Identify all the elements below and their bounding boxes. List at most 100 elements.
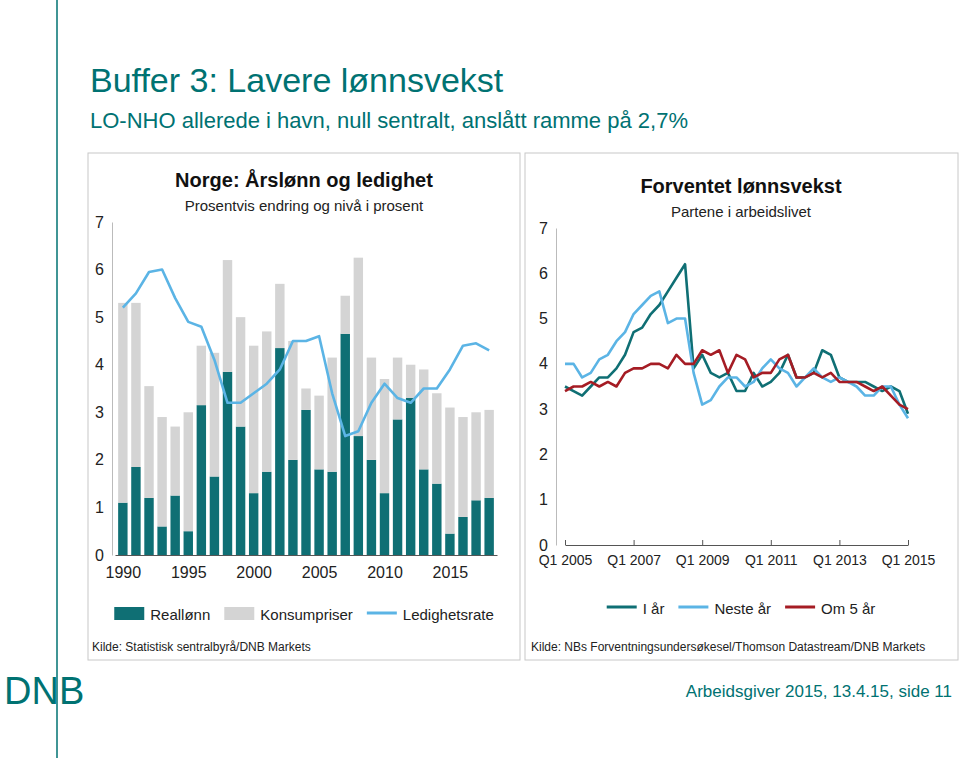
bar bbox=[170, 427, 179, 496]
legend-swatch bbox=[678, 606, 708, 609]
tick: 5 bbox=[539, 310, 556, 327]
legend: I år Neste år Om 5 år bbox=[607, 600, 876, 617]
slide-subtitle: LO-NHO allerede i havn, null sentralt, a… bbox=[90, 108, 688, 133]
chart-subtitle: Partene i arbeidslivet bbox=[671, 203, 812, 220]
tick-label: 1 bbox=[95, 499, 104, 516]
line bbox=[565, 264, 908, 413]
x-axis: 199019952000200520102015 bbox=[106, 555, 498, 581]
bar bbox=[275, 284, 284, 348]
tick-label: 1990 bbox=[106, 564, 142, 581]
tick: 6 bbox=[95, 261, 112, 278]
tick-label: 2010 bbox=[367, 564, 403, 581]
legend-item: Neste år bbox=[678, 600, 771, 617]
tick-mark bbox=[839, 540, 840, 545]
tick: 1 bbox=[95, 499, 112, 516]
bar bbox=[262, 331, 271, 471]
bar bbox=[314, 396, 323, 470]
legend-label: Reallønn bbox=[150, 606, 210, 623]
plot-area bbox=[118, 258, 494, 555]
tick-label: 6 bbox=[95, 261, 104, 278]
legend-label: Om 5 år bbox=[821, 600, 875, 617]
bar bbox=[354, 258, 363, 436]
bar bbox=[458, 517, 467, 555]
legend-swatch bbox=[785, 606, 815, 609]
bar bbox=[249, 346, 258, 493]
bar bbox=[301, 410, 310, 555]
bar bbox=[236, 427, 245, 555]
legend-label: I år bbox=[643, 600, 665, 617]
bar bbox=[314, 469, 323, 555]
bar bbox=[184, 531, 193, 555]
legend: Reallønn Konsumpriser Ledighetsrate bbox=[114, 606, 493, 623]
legend-item: Reallønn bbox=[114, 606, 210, 623]
bar bbox=[144, 498, 153, 555]
tick-label: 6 bbox=[539, 265, 548, 282]
tick: 4 bbox=[95, 356, 112, 373]
bar bbox=[288, 341, 297, 460]
tick-mark bbox=[565, 540, 566, 545]
bar bbox=[484, 498, 493, 555]
axis-line bbox=[566, 545, 909, 546]
bar bbox=[471, 412, 480, 500]
y-axis: 01234567 bbox=[95, 214, 112, 564]
legend-label: Konsumpriser bbox=[260, 606, 353, 623]
legend-swatch bbox=[224, 607, 254, 620]
slide-title: Buffer 3: Lavere lønnsvekst bbox=[90, 61, 504, 99]
tick: Q1 2013 bbox=[813, 540, 867, 568]
bar bbox=[157, 526, 166, 555]
tick: 3 bbox=[539, 401, 556, 418]
axis-line bbox=[556, 229, 557, 546]
tick-mark bbox=[908, 540, 909, 545]
legend-swatch bbox=[367, 612, 397, 615]
bar bbox=[406, 398, 415, 555]
bar bbox=[327, 472, 336, 555]
bar bbox=[367, 460, 376, 555]
x-axis: Q1 2005Q1 2007Q1 2009Q1 2011Q1 2013Q1 20… bbox=[539, 540, 936, 568]
tick-mark bbox=[634, 540, 635, 545]
tick: Q1 2011 bbox=[745, 540, 798, 568]
tick-label: Q1 2005 bbox=[539, 552, 593, 568]
bar bbox=[471, 500, 480, 555]
chart: Norge: Årslønn og ledighetProsentvis end… bbox=[88, 153, 520, 660]
line bbox=[123, 270, 489, 437]
tick: 1 bbox=[539, 491, 556, 508]
tick-label: Q1 2007 bbox=[607, 552, 661, 568]
tick-label: 1 bbox=[539, 491, 548, 508]
tick: 2000 bbox=[236, 555, 272, 581]
logo: DNB bbox=[4, 670, 84, 712]
bar bbox=[445, 534, 454, 555]
legend-swatch bbox=[114, 607, 144, 620]
tick-mark bbox=[771, 540, 772, 545]
tick: 2015 bbox=[433, 555, 469, 581]
bar bbox=[223, 260, 232, 372]
chart-subtitle: Prosentvis endring og nivå i prosent bbox=[185, 197, 424, 214]
line bbox=[565, 350, 908, 409]
tick-label: 1995 bbox=[171, 564, 207, 581]
bar bbox=[458, 417, 467, 517]
tick-label: 7 bbox=[539, 220, 548, 237]
bar bbox=[380, 379, 389, 493]
bar bbox=[236, 317, 245, 426]
tick-label: Q1 2013 bbox=[813, 552, 867, 568]
axis-line bbox=[116, 555, 498, 556]
bar bbox=[197, 405, 206, 555]
bar bbox=[131, 467, 140, 555]
bar bbox=[393, 419, 402, 555]
bar bbox=[118, 303, 127, 503]
axis-line bbox=[112, 223, 113, 556]
tick: Q1 2007 bbox=[607, 540, 661, 568]
tick: 7 bbox=[539, 220, 556, 237]
chart-title: Forventet lønnsvekst bbox=[640, 175, 842, 197]
y-axis: 01234567 bbox=[539, 220, 556, 554]
legend-item: Ledighetsrate bbox=[367, 606, 494, 623]
tick: 4 bbox=[539, 355, 556, 372]
bar bbox=[184, 412, 193, 531]
bar bbox=[419, 369, 428, 469]
bar bbox=[419, 469, 428, 555]
tick-label: 2 bbox=[95, 451, 104, 468]
bar bbox=[118, 503, 127, 555]
tick: 7 bbox=[95, 214, 112, 231]
legend-label: Neste år bbox=[714, 600, 771, 617]
bar bbox=[262, 472, 271, 555]
tick-label: 3 bbox=[95, 404, 104, 421]
